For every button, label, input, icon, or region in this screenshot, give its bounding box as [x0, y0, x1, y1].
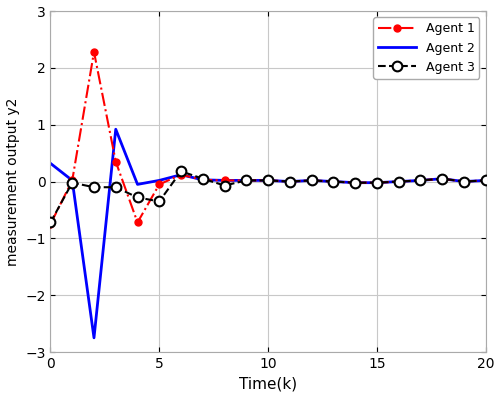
- Agent 1: [352, 180, 358, 185]
- Agent 1: [374, 180, 380, 185]
- Agent 3: [482, 178, 488, 183]
- Agent 2: [308, 178, 314, 183]
- Agent 1: [244, 178, 250, 183]
- Agent 3: [178, 169, 184, 174]
- Agent 3: [287, 179, 293, 184]
- Agent 1: [48, 222, 54, 227]
- Agent 2: [244, 178, 250, 183]
- Agent 2: [352, 180, 358, 185]
- Agent 2: [91, 335, 97, 340]
- Line: Agent 2: Agent 2: [50, 129, 486, 338]
- Agent 1: [418, 178, 424, 183]
- Agent 2: [330, 179, 336, 184]
- Agent 1: [91, 50, 97, 54]
- Agent 3: [113, 185, 119, 190]
- Agent 3: [308, 178, 314, 183]
- Agent 3: [156, 199, 162, 204]
- Line: Agent 3: Agent 3: [46, 166, 490, 227]
- Agent 3: [396, 179, 402, 184]
- Agent 2: [222, 178, 228, 183]
- Agent 3: [222, 183, 228, 188]
- Agent 3: [48, 220, 54, 225]
- Agent 2: [374, 180, 380, 185]
- Agent 2: [200, 177, 206, 182]
- Agent 1: [461, 179, 467, 184]
- Agent 2: [134, 182, 140, 187]
- X-axis label: Time(k): Time(k): [239, 376, 297, 391]
- Agent 1: [265, 178, 271, 183]
- Agent 3: [265, 178, 271, 183]
- Agent 3: [439, 176, 445, 181]
- Agent 2: [482, 178, 488, 183]
- Agent 1: [482, 178, 488, 183]
- Agent 2: [69, 178, 75, 183]
- Agent 2: [418, 178, 424, 183]
- Agent 3: [461, 179, 467, 184]
- Agent 1: [222, 178, 228, 183]
- Agent 2: [396, 179, 402, 184]
- Agent 1: [287, 179, 293, 184]
- Agent 2: [265, 178, 271, 183]
- Agent 1: [308, 178, 314, 183]
- Agent 1: [156, 182, 162, 187]
- Agent 3: [374, 180, 380, 185]
- Agent 3: [91, 185, 97, 190]
- Agent 1: [113, 159, 119, 164]
- Agent 2: [48, 161, 54, 166]
- Agent 2: [439, 176, 445, 181]
- Agent 1: [134, 220, 140, 225]
- Agent 3: [244, 178, 250, 183]
- Line: Agent 1: Agent 1: [47, 48, 489, 227]
- Agent 1: [330, 179, 336, 184]
- Agent 3: [352, 180, 358, 185]
- Agent 2: [113, 127, 119, 132]
- Y-axis label: measurement output y2: measurement output y2: [6, 97, 20, 266]
- Legend: Agent 1, Agent 2, Agent 3: Agent 1, Agent 2, Agent 3: [373, 17, 480, 79]
- Agent 3: [418, 178, 424, 183]
- Agent 1: [178, 172, 184, 177]
- Agent 3: [134, 195, 140, 200]
- Agent 2: [156, 178, 162, 183]
- Agent 3: [330, 179, 336, 184]
- Agent 1: [439, 176, 445, 181]
- Agent 1: [200, 177, 206, 182]
- Agent 2: [178, 172, 184, 177]
- Agent 3: [69, 180, 75, 185]
- Agent 1: [396, 179, 402, 184]
- Agent 2: [287, 179, 293, 184]
- Agent 2: [461, 179, 467, 184]
- Agent 3: [200, 176, 206, 181]
- Agent 1: [69, 178, 75, 183]
